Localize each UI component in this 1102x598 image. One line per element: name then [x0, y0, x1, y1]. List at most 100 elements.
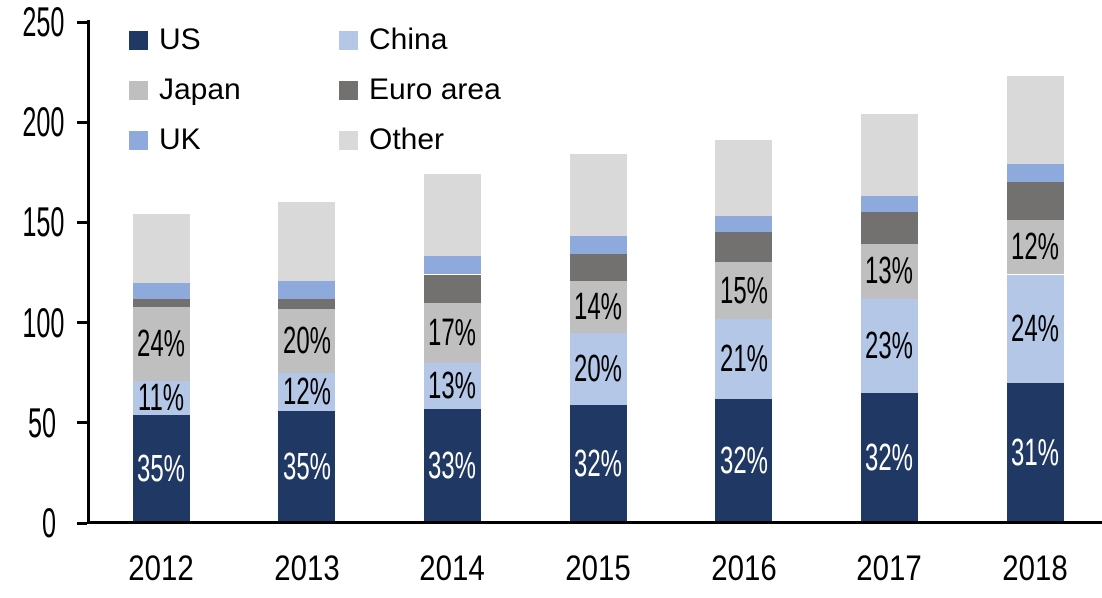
y-axis-line: [87, 20, 90, 524]
bar-segment-us-2015: [569, 404, 627, 523]
y-tick-label: 100: [22, 298, 65, 346]
bar-segment-other-2016: [715, 140, 773, 217]
bar-segment-us-2013: [278, 410, 336, 523]
bar-segment-euro-area-2018: [1006, 182, 1064, 221]
bar-segment-other-2014: [423, 174, 481, 257]
y-tick-label: 0: [41, 499, 56, 546]
bar-segment-china-2014: [423, 362, 481, 409]
segment-label: 20%: [574, 347, 622, 390]
bar-segment-uk-2013: [278, 280, 336, 299]
legend-label: US: [159, 23, 201, 56]
bar-segment-china-2017: [860, 298, 918, 393]
x-axis-label: 2014: [419, 549, 486, 588]
segment-label: 15%: [719, 269, 768, 312]
y-tick-label: 50: [27, 398, 56, 446]
x-axis-label: 2017: [856, 549, 923, 588]
legend-label: Japan: [159, 73, 241, 106]
bar-segment-euro-area-2014: [423, 274, 481, 303]
bar-segment-euro-area-2016: [715, 232, 773, 263]
bar-segment-other-2017: [860, 114, 918, 197]
bar-segment-other-2013: [278, 202, 336, 281]
legend-item-japan: Japan: [129, 75, 339, 105]
bar-segment-euro-area-2015: [569, 254, 627, 281]
segment-label: 32%: [719, 439, 768, 482]
bar-segment-japan-2014: [423, 302, 481, 363]
bar-segment-uk-2016: [715, 216, 773, 233]
legend-label: UK: [159, 123, 201, 156]
bar-segment-uk-2017: [860, 196, 918, 213]
bar-segment-euro-area-2017: [860, 212, 918, 245]
legend-row: US China: [129, 15, 501, 65]
x-axis-label: 2018: [1002, 549, 1068, 588]
legend-item-other: Other: [339, 125, 444, 155]
legend-swatch: [339, 30, 358, 50]
segment-label: 13%: [428, 364, 477, 407]
bar-segment-other-2018: [1006, 76, 1064, 165]
bar-segment-japan-2012: [132, 306, 190, 381]
segment-label: 13%: [865, 250, 914, 293]
chart-legend: US China Japan Euro area UK Other: [129, 15, 501, 165]
x-axis-label: 2013: [273, 549, 340, 588]
y-tick: [77, 521, 87, 525]
x-axis-line: [87, 521, 1102, 524]
bar-segment-japan-2015: [569, 280, 627, 333]
legend-item-euro-area: Euro area: [339, 75, 501, 105]
legend-row: Japan Euro area: [129, 65, 501, 115]
segment-label: 12%: [1011, 226, 1059, 269]
x-axis-label: 2016: [710, 549, 777, 588]
legend-label: Other: [369, 123, 445, 156]
segment-label: 35%: [137, 447, 185, 490]
bar-segment-us-2014: [423, 408, 481, 523]
y-tick-label: 200: [22, 98, 65, 146]
bar-segment-japan-2016: [715, 262, 773, 319]
bar-segment-other-2015: [569, 154, 627, 237]
legend-label: China: [369, 23, 448, 56]
segment-label: 21%: [719, 337, 768, 380]
segment-label: 32%: [574, 442, 622, 485]
segment-label: 17%: [428, 311, 477, 354]
segment-label: 24%: [1011, 307, 1059, 350]
bar-segment-uk-2014: [423, 256, 481, 275]
legend-row: UK Other: [129, 115, 501, 165]
bar-segment-china-2018: [1006, 274, 1064, 383]
y-tick: [77, 321, 87, 325]
bar-segment-japan-2017: [860, 244, 918, 299]
legend-item-uk: UK: [129, 125, 339, 155]
bar-segment-china-2012: [132, 380, 190, 415]
bar-segment-us-2016: [715, 398, 773, 523]
x-axis-label: 2015: [565, 549, 631, 588]
legend-swatch: [339, 130, 358, 150]
bar-segment-uk-2018: [1006, 164, 1064, 183]
y-tick-label: 250: [22, 0, 65, 45]
bar-segment-china-2013: [278, 372, 336, 411]
bar-segment-uk-2015: [569, 236, 627, 255]
bar-segment-japan-2013: [278, 308, 336, 373]
y-tick: [77, 220, 87, 224]
bar-segment-uk-2012: [132, 282, 190, 299]
legend-item-china: China: [339, 25, 447, 55]
x-axis-label: 2012: [128, 549, 194, 588]
segment-label: 12%: [282, 370, 331, 413]
bar-segment-us-2017: [860, 392, 918, 523]
segment-label: 33%: [428, 444, 477, 487]
y-tick: [77, 120, 87, 124]
bar-segment-euro-area-2013: [278, 298, 336, 309]
segment-label: 20%: [282, 319, 331, 362]
bar-segment-china-2016: [715, 318, 773, 399]
legend-item-us: US: [129, 25, 339, 55]
legend-label: Euro area: [369, 73, 501, 106]
legend-swatch: [339, 80, 358, 100]
segment-label: 31%: [1011, 431, 1059, 474]
legend-swatch: [129, 30, 148, 50]
bar-segment-euro-area-2012: [132, 298, 190, 307]
segment-label: 14%: [574, 285, 622, 328]
y-tick: [77, 20, 87, 24]
segment-label: 11%: [137, 376, 185, 419]
segment-label: 35%: [282, 445, 331, 488]
segment-label: 23%: [865, 324, 914, 367]
y-tick: [77, 421, 87, 425]
bar-segment-us-2018: [1006, 382, 1064, 523]
segment-label: 24%: [137, 322, 185, 365]
bar-segment-japan-2018: [1006, 220, 1064, 275]
